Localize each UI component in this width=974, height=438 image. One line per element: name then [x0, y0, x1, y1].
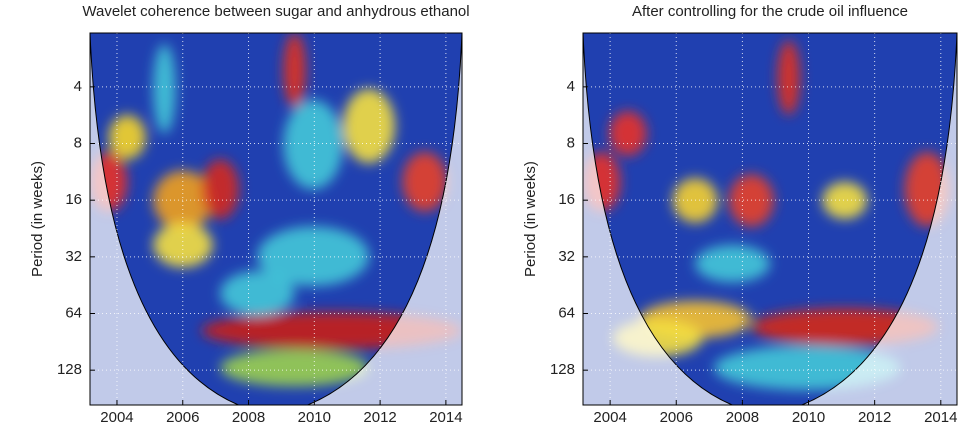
y-tick-label: 8 [567, 134, 575, 151]
x-tick-label: 2004 [593, 409, 626, 426]
x-tick-label: 2008 [726, 409, 759, 426]
y-axis-label: Period (in weeks) [29, 161, 46, 277]
x-tick-label: 2004 [100, 409, 133, 426]
panel: 2004 2006 2008 2010 2012 2014 4 8 16 32 64 128 Wavel… [29, 3, 470, 426]
heat-blob [220, 349, 369, 386]
y-tick-label: 4 [74, 78, 82, 95]
y-tick-label: 4 [567, 78, 575, 95]
heat-blob [283, 100, 343, 189]
heat-blob [343, 89, 395, 163]
y-tick-label: 8 [74, 134, 82, 151]
x-tick-label: 2006 [660, 409, 693, 426]
y-axis-label: Period (in weeks) [522, 161, 539, 277]
heat-blob [109, 115, 146, 160]
y-tick-label: 64 [558, 304, 575, 321]
y-tick-label: 64 [65, 304, 82, 321]
x-tick-label: 2010 [792, 409, 825, 426]
chart-title: After controlling for the crude oil infl… [632, 3, 908, 20]
heatmap [90, 33, 462, 415]
figure: 2004 2006 2008 2010 2012 2014 4 8 16 32 64 128 Wavel… [0, 0, 974, 433]
heat-blob [777, 40, 799, 114]
panel: 2004 2006 2008 2010 2012 2014 4 8 16 32 64 128 After… [522, 3, 958, 426]
y-tick-label: 32 [65, 248, 82, 265]
heat-blob [220, 271, 294, 316]
heatmap [583, 33, 957, 415]
x-tick-label: 2014 [429, 409, 462, 426]
heat-blob [402, 152, 447, 212]
heat-blob [202, 159, 239, 219]
x-tick-label: 2012 [363, 409, 396, 426]
x-tick-label: 2008 [232, 409, 265, 426]
x-tick-label: 2006 [166, 409, 199, 426]
heat-blob [609, 111, 646, 156]
y-tick-label: 128 [550, 361, 575, 378]
y-tick-label: 16 [558, 191, 575, 208]
chart-title: Wavelet coherence between sugar and anhy… [82, 3, 469, 20]
heat-blob [695, 245, 770, 282]
x-tick-label: 2012 [858, 409, 891, 426]
heat-blob [822, 182, 867, 219]
x-tick-label: 2014 [924, 409, 957, 426]
y-tick-label: 16 [65, 191, 82, 208]
x-tick-label: 2010 [298, 409, 331, 426]
y-tick-label: 128 [57, 361, 82, 378]
heat-blob [153, 44, 175, 133]
y-tick-label: 32 [558, 248, 575, 265]
heat-blob [283, 33, 305, 107]
